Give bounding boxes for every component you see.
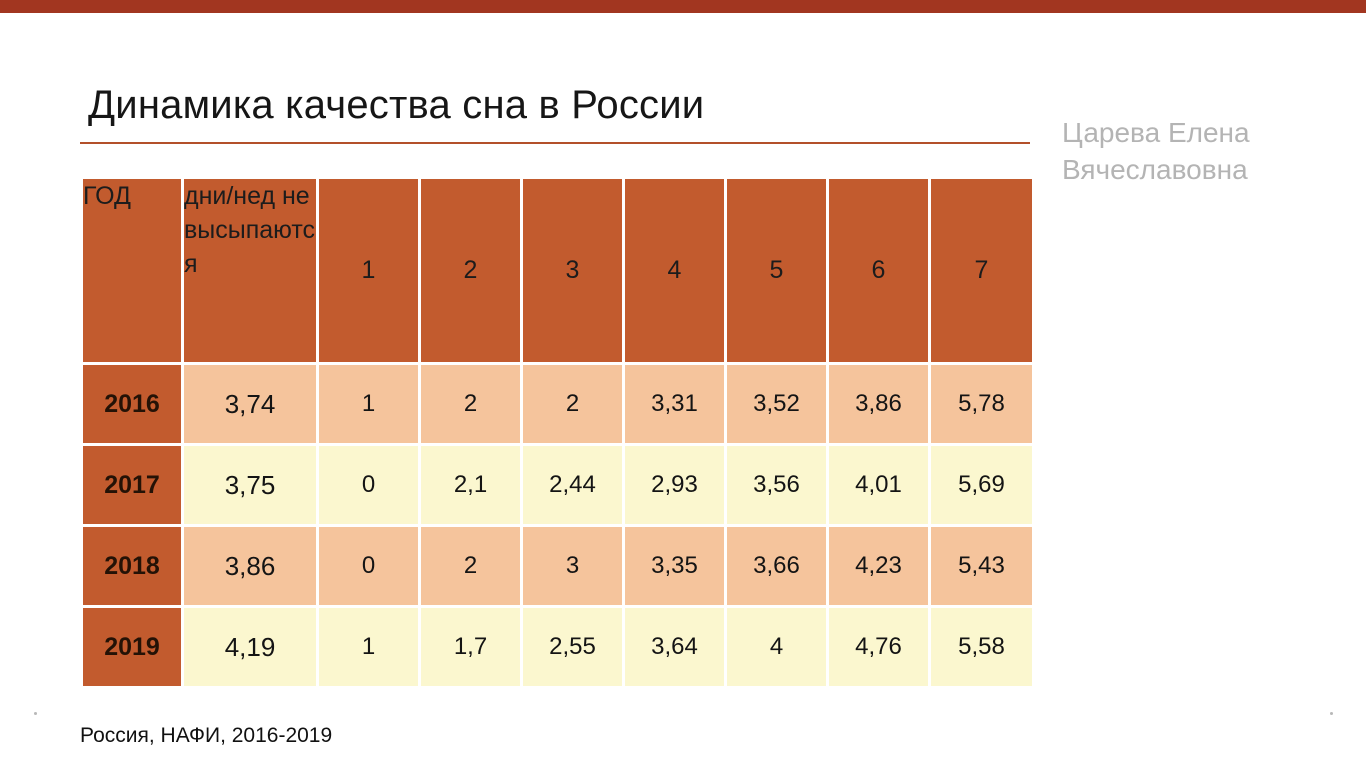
value-cell: 5,78 [928,362,1035,446]
column-header-2: 2 [418,176,523,365]
value-cell: 1 [316,605,421,689]
table-header-row: ГОД дни/нед не высыпаются 1 2 3 4 5 6 7 [80,176,1035,365]
column-header-days: дни/нед не высыпаются [181,176,319,365]
value-cell: 3,86 [181,524,319,608]
sleep-quality-table: ГОД дни/нед не высыпаются 1 2 3 4 5 6 7 2016 3,74… [80,176,1035,689]
value-cell: 4,76 [826,605,931,689]
column-header-6: 6 [826,176,931,365]
author-name: Царева Елена Вячеславовна [1062,114,1322,188]
value-cell: 0 [316,524,421,608]
table-row-2016: 2016 3,74 1 2 2 3,31 3,52 3,86 5,78 [80,362,1035,446]
value-cell: 5,58 [928,605,1035,689]
value-cell: 3,64 [622,605,727,689]
table-row-2017: 2017 3,75 0 2,1 2,44 2,93 3,56 4,01 5,69 [80,443,1035,527]
column-header-5: 5 [724,176,829,365]
value-cell: 5,43 [928,524,1035,608]
value-cell: 2,93 [622,443,727,527]
value-cell: 1 [316,362,421,446]
column-header-7: 7 [928,176,1035,365]
top-accent-bar [0,0,1366,13]
source-footer: Россия, НАФИ, 2016-2019 [80,724,333,747]
year-cell: 2017 [80,443,184,527]
value-cell: 4,23 [826,524,931,608]
value-cell: 0 [316,443,421,527]
value-cell: 3,35 [622,524,727,608]
value-cell: 4,19 [181,605,319,689]
table-container: ГОД дни/нед не высыпаются 1 2 3 4 5 6 7 2016 3,74… [80,176,1035,689]
value-cell: 2,1 [418,443,523,527]
column-header-god: ГОД [80,176,184,365]
value-cell: 2,55 [520,605,625,689]
page-title: Динамика качества сна в России [88,82,705,127]
table-row-2018: 2018 3,86 0 2 3 3,35 3,66 4,23 5,43 [80,524,1035,608]
value-cell: 2 [520,362,625,446]
value-cell: 3 [520,524,625,608]
value-cell: 3,86 [826,362,931,446]
corner-dot-right [1330,712,1333,715]
column-header-1: 1 [316,176,421,365]
value-cell: 4 [724,605,829,689]
value-cell: 5,69 [928,443,1035,527]
table-row-2019: 2019 4,19 1 1,7 2,55 3,64 4 4,76 5,58 [80,605,1035,689]
author-name-line2: Вячеславовна [1062,154,1248,185]
value-cell: 2,44 [520,443,625,527]
author-name-line1: Царева Елена [1062,117,1250,148]
value-cell: 2 [418,524,523,608]
value-cell: 1,7 [418,605,523,689]
value-cell: 3,52 [724,362,829,446]
year-cell: 2016 [80,362,184,446]
column-header-3: 3 [520,176,625,365]
table-body: 2016 3,74 1 2 2 3,31 3,52 3,86 5,78 2017 3,75 0 2,1 2… [80,362,1035,689]
value-cell: 3,31 [622,362,727,446]
value-cell: 2 [418,362,523,446]
year-cell: 2018 [80,524,184,608]
year-cell: 2019 [80,605,184,689]
value-cell: 3,56 [724,443,829,527]
value-cell: 4,01 [826,443,931,527]
value-cell: 3,66 [724,524,829,608]
value-cell: 3,74 [181,362,319,446]
title-divider [80,142,1030,144]
corner-dot-left [34,712,37,715]
value-cell: 3,75 [181,443,319,527]
column-header-4: 4 [622,176,727,365]
